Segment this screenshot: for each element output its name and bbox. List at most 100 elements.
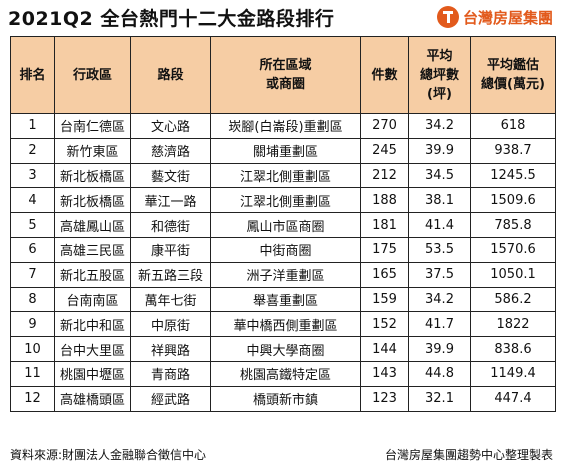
cell-area: 橋頭新市鎮 bbox=[210, 385, 361, 412]
cell-avg-value: 1570.6 bbox=[470, 236, 556, 263]
cell-count: 159 bbox=[360, 286, 409, 313]
header-ping-line1: 平均 bbox=[426, 48, 453, 64]
cell-rank: 8 bbox=[10, 286, 55, 313]
table-row: 10 台中大里區 祥興路 中興大學商圈 144 39.9 838.6 bbox=[10, 336, 556, 362]
table-row: 3 新北板橋區 藝文街 江翠北側重劃區 212 34.5 1245.5 bbox=[10, 162, 556, 189]
cell-district: 台南南區 bbox=[54, 286, 131, 313]
cell-rank: 5 bbox=[10, 212, 55, 238]
cell-rank: 4 bbox=[10, 187, 55, 214]
table-row: 5 高雄鳳山區 和德街 鳳山市區商圈 181 41.4 785.8 bbox=[10, 212, 556, 238]
cell-avg-value: 785.8 bbox=[470, 212, 556, 238]
table-row: 11 桃園中壢區 青商路 桃園高鐵特定區 143 44.8 1149.4 bbox=[10, 360, 556, 387]
header-value-line2: 總價(萬元) bbox=[481, 77, 545, 92]
cell-avg-value: 1245.5 bbox=[470, 162, 556, 189]
cell-count: 123 bbox=[360, 385, 409, 412]
brand-logo: 台灣房屋集團 bbox=[436, 6, 553, 28]
cell-area: 華中橋西側重劃區 bbox=[210, 311, 361, 338]
cell-road: 青商路 bbox=[130, 360, 211, 387]
header-area-line2: 或商圈 bbox=[265, 77, 305, 92]
cell-avg-ping: 41.7 bbox=[408, 311, 471, 338]
cell-district: 高雄橋頭區 bbox=[54, 385, 131, 412]
header-ping-line2: 總坪數 bbox=[419, 67, 459, 83]
cell-road: 藝文街 bbox=[130, 162, 211, 189]
cell-avg-value: 1509.6 bbox=[470, 187, 556, 214]
table-row: 7 新北五股區 新五路三段 洲子洋重劃區 165 37.5 1050.1 bbox=[10, 261, 556, 288]
table-row: 12 高雄橋頭區 經武路 橋頭新市鎮 123 32.1 447.4 bbox=[10, 385, 556, 412]
table-row: 2 新竹東區 慈濟路 關埔重劃區 245 39.9 938.7 bbox=[10, 137, 556, 164]
cell-avg-value: 1822 bbox=[470, 311, 556, 338]
cell-avg-value: 838.6 bbox=[470, 336, 556, 362]
cell-district: 新北板橋區 bbox=[54, 162, 131, 189]
cell-avg-ping: 32.1 bbox=[408, 385, 471, 412]
brand-name: 台灣房屋集團 bbox=[462, 8, 553, 27]
cell-rank: 12 bbox=[10, 385, 55, 412]
table-row: 9 新北中和區 中原街 華中橋西側重劃區 152 41.7 1822 bbox=[10, 311, 556, 338]
cell-avg-value: 447.4 bbox=[470, 385, 556, 412]
cell-count: 181 bbox=[360, 212, 409, 238]
cell-avg-ping: 34.2 bbox=[408, 113, 471, 139]
cell-rank: 7 bbox=[10, 261, 55, 288]
cell-district: 台中大里區 bbox=[54, 336, 131, 362]
cell-avg-ping: 34.5 bbox=[408, 162, 471, 189]
cell-road: 文心路 bbox=[130, 113, 211, 139]
cell-area: 中興大學商圈 bbox=[210, 336, 361, 362]
cell-area: 崁腳(白崙段)重劃區 bbox=[210, 113, 361, 139]
cell-avg-value: 618 bbox=[470, 113, 556, 139]
cell-count: 188 bbox=[360, 187, 409, 214]
cell-avg-value: 1050.1 bbox=[470, 261, 556, 288]
table-row: 8 台南南區 萬年七街 舉喜重劃區 159 34.2 586.2 bbox=[10, 286, 556, 313]
cell-district: 新竹東區 bbox=[54, 137, 131, 164]
cell-road: 萬年七街 bbox=[130, 286, 211, 313]
cell-road: 華江一路 bbox=[130, 187, 211, 214]
cell-avg-ping: 44.8 bbox=[408, 360, 471, 387]
cell-avg-ping: 34.2 bbox=[408, 286, 471, 313]
cell-district: 高雄鳳山區 bbox=[54, 212, 131, 238]
cell-district: 台南仁德區 bbox=[54, 113, 131, 139]
cell-road: 經武路 bbox=[130, 385, 211, 412]
cell-area: 關埔重劃區 bbox=[210, 137, 361, 164]
cell-count: 143 bbox=[360, 360, 409, 387]
header-ping-line3: (坪) bbox=[427, 86, 452, 102]
cell-area: 舉喜重劃區 bbox=[210, 286, 361, 313]
header-value-line1: 平均鑑估 bbox=[486, 58, 539, 73]
cell-road: 慈濟路 bbox=[130, 137, 211, 164]
cell-district: 新北中和區 bbox=[54, 311, 131, 338]
cell-road: 康平街 bbox=[130, 236, 211, 263]
header-avg-ping: 平均 總坪數 (坪) bbox=[408, 36, 471, 114]
header-avg-value: 平均鑑估 總價(萬元) bbox=[470, 36, 556, 114]
cell-district: 桃園中壢區 bbox=[54, 360, 131, 387]
cell-road: 祥興路 bbox=[130, 336, 211, 362]
cell-count: 175 bbox=[360, 236, 409, 263]
cell-road: 新五路三段 bbox=[130, 261, 211, 288]
cell-rank: 2 bbox=[10, 137, 55, 164]
cell-count: 144 bbox=[360, 336, 409, 362]
cell-avg-ping: 41.4 bbox=[408, 212, 471, 238]
header-district: 行政區 bbox=[54, 36, 131, 114]
cell-avg-value: 938.7 bbox=[470, 137, 556, 164]
cell-avg-ping: 39.9 bbox=[408, 336, 471, 362]
cell-count: 270 bbox=[360, 113, 409, 139]
cell-district: 高雄三民區 bbox=[54, 236, 131, 263]
cell-road: 和德街 bbox=[130, 212, 211, 238]
cell-count: 245 bbox=[360, 137, 409, 164]
ranking-table: 排名 行政區 路段 所在區域 或商圈 件數 平均 總坪數 (坪) 平均鑑估 總價… bbox=[10, 36, 556, 412]
cell-rank: 9 bbox=[10, 311, 55, 338]
cell-area: 桃園高鐵特定區 bbox=[210, 360, 361, 387]
cell-count: 212 bbox=[360, 162, 409, 189]
cell-area: 洲子洋重劃區 bbox=[210, 261, 361, 288]
header-count: 件數 bbox=[360, 36, 409, 114]
cell-area: 鳳山市區商圈 bbox=[210, 212, 361, 238]
header-area-line1: 所在區域 bbox=[259, 58, 312, 73]
cell-area: 中街商圈 bbox=[210, 236, 361, 263]
header-rank: 排名 bbox=[10, 36, 55, 114]
cell-rank: 10 bbox=[10, 336, 55, 362]
cell-avg-ping: 39.9 bbox=[408, 137, 471, 164]
cell-rank: 3 bbox=[10, 162, 55, 189]
data-source-note: 資料來源:財團法人金融聯合徵信中心 bbox=[10, 448, 207, 462]
table-header-row: 排名 行政區 路段 所在區域 或商圈 件數 平均 總坪數 (坪) 平均鑑估 總價… bbox=[10, 36, 556, 114]
cell-avg-value: 586.2 bbox=[470, 286, 556, 313]
cell-district: 新北五股區 bbox=[54, 261, 131, 288]
table-row: 1 台南仁德區 文心路 崁腳(白崙段)重劃區 270 34.2 618 bbox=[10, 113, 556, 139]
credit-note: 台灣房屋集團趨勢中心整理製表 bbox=[384, 448, 553, 462]
table-row: 4 新北板橋區 華江一路 江翠北側重劃區 188 38.1 1509.6 bbox=[10, 187, 556, 214]
